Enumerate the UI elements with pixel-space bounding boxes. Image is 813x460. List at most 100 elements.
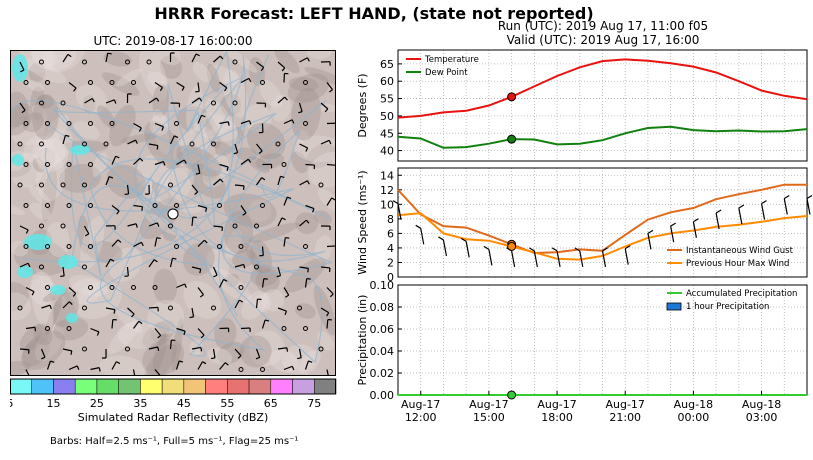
wind-barb-calm	[66, 203, 72, 208]
wind-barb	[25, 326, 35, 330]
current-time-point	[507, 134, 517, 144]
terrain-hill	[34, 324, 64, 362]
wind-barb-calm	[146, 59, 152, 65]
wind-barb-feather	[141, 206, 144, 211]
wind-barb	[556, 250, 561, 267]
wind-barb	[277, 266, 282, 276]
terrain-hill	[287, 73, 330, 103]
wind-barb-feather	[202, 361, 207, 365]
y-tick-label: 4	[387, 242, 394, 255]
wind-barb-feather	[460, 237, 467, 242]
wind-barb	[19, 102, 26, 111]
wind-barb-calm	[88, 162, 93, 167]
wind-barb-feather	[84, 233, 90, 237]
wind-barb-feather	[116, 361, 121, 365]
wind-barb-feather	[200, 334, 205, 339]
terrain-hill	[28, 185, 51, 207]
wind-barb	[197, 239, 205, 247]
wind-barb	[68, 82, 77, 89]
x-tick-label: 21:00	[609, 411, 641, 424]
terrain-hill	[152, 109, 171, 155]
wind-barb	[127, 139, 136, 145]
wind-barb-calm	[109, 285, 115, 290]
wind-barb	[219, 82, 228, 89]
terrain-hill	[153, 268, 178, 305]
wind-barb-calm	[254, 223, 259, 229]
colorbar-segment	[74, 378, 98, 395]
wind-barb-feather	[284, 96, 288, 101]
y-tick-label: 45	[380, 127, 394, 140]
river-line	[21, 55, 301, 351]
wind-barb	[283, 119, 293, 125]
wind-barb-calm	[45, 80, 50, 85]
map-title: UTC: 2019-08-17 16:00:00	[93, 34, 253, 48]
terrain-hill	[294, 135, 336, 163]
wind-barb-feather	[96, 331, 100, 336]
wind-barb	[213, 55, 221, 63]
wind-barb-feather	[115, 155, 120, 159]
wind-barb-calm	[60, 182, 66, 188]
terrain-hill	[216, 341, 245, 365]
wind-barb-feather	[113, 309, 116, 314]
terrain-hill	[192, 62, 212, 83]
wind-barb-calm	[88, 121, 93, 126]
terrain-hill	[304, 67, 336, 87]
x-tick-label: Aug-17	[469, 398, 508, 411]
wind-barb-feather	[41, 356, 46, 360]
terrain-hill	[317, 331, 335, 351]
wind-barb-feather	[198, 97, 203, 102]
wind-barb	[175, 360, 180, 370]
wind-barb	[255, 298, 259, 309]
wind-barb-feather	[328, 140, 332, 145]
terrain-hill	[291, 151, 308, 174]
x-tick-label: Aug-18	[742, 398, 781, 411]
x-tick-label: 12:00	[405, 411, 437, 424]
wind-barb	[240, 205, 247, 214]
terrain-hill	[248, 222, 300, 243]
wind-barb	[806, 198, 811, 215]
terrain-hill	[22, 337, 50, 367]
colorbar-tick-label: 25	[90, 397, 104, 410]
terrain-hill	[32, 94, 59, 140]
wind-barb-feather	[60, 275, 65, 278]
wind-barb-feather	[69, 301, 73, 305]
terrain-hill	[270, 94, 291, 122]
wind-barb	[299, 57, 308, 63]
wind-barb	[277, 96, 286, 104]
wind-barb	[692, 221, 697, 238]
wind-barb-calm	[152, 285, 158, 290]
river-line	[53, 85, 323, 364]
terrain-hill	[10, 91, 29, 128]
colorbar-segment	[227, 378, 250, 395]
colorbar-frame	[10, 378, 336, 395]
terrain-hill	[216, 50, 258, 73]
colorbar-segment	[96, 378, 119, 395]
wind-barb	[148, 97, 157, 104]
wind-barb-feather	[258, 150, 263, 154]
wind-barb-feather	[219, 55, 224, 60]
wind-barb-calm	[17, 182, 23, 188]
wind-barb-feather	[157, 346, 160, 352]
wind-barb	[154, 122, 164, 128]
y-axis-label: Degrees (F)	[356, 73, 369, 137]
wind-barb-feather	[73, 87, 77, 92]
wind-barb	[219, 121, 229, 125]
wind-barb	[283, 196, 288, 206]
wind-barb	[299, 143, 308, 149]
wind-barb-feather	[281, 67, 286, 72]
radar-echo	[50, 285, 66, 295]
wind-barb	[148, 306, 159, 309]
wind-barb	[277, 217, 283, 227]
legend-label: Temperature	[424, 55, 479, 65]
wind-barb	[326, 245, 336, 248]
run-time-label: Run (UTC): 2019 Aug 17, 11:00 f05	[497, 19, 709, 33]
terrain-hill	[29, 271, 55, 306]
wind-barb	[154, 237, 158, 247]
terrain-hill	[247, 156, 270, 173]
wind-barb-calm	[60, 100, 66, 106]
wind-barb-calm	[88, 285, 93, 290]
wind-barb	[62, 135, 66, 145]
wind-barb-calm	[66, 326, 72, 331]
terrain-hill	[255, 153, 285, 170]
wind-barb	[169, 135, 175, 145]
